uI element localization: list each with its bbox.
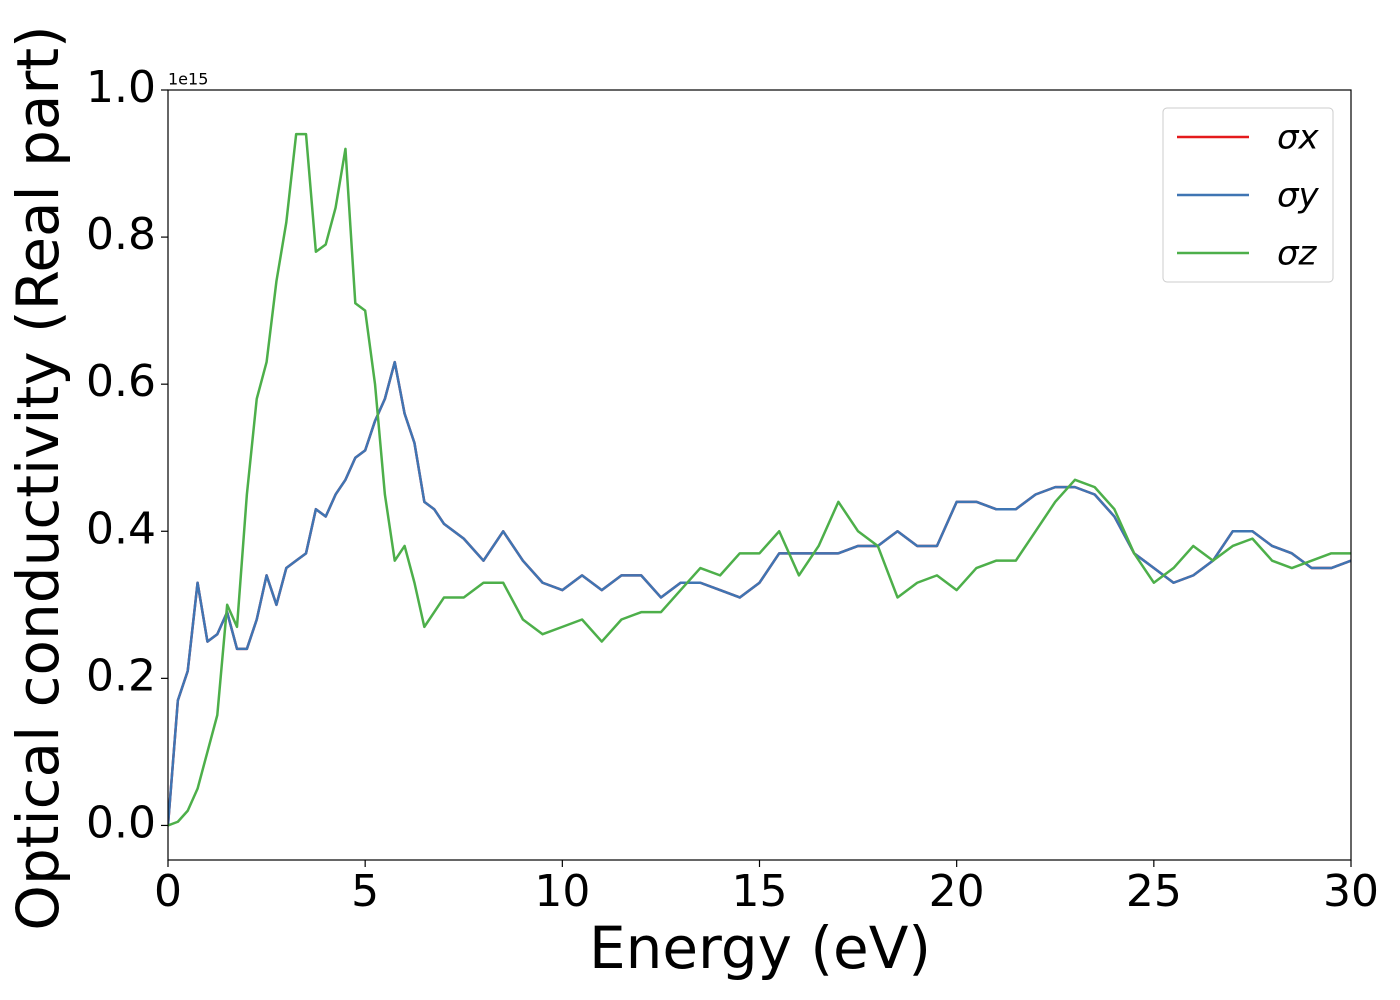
plot-frame	[167, 89, 1352, 861]
y-axis-label: Optical conductivity (Real part)	[4, 25, 72, 930]
series-line	[168, 132, 1351, 827]
series-line	[168, 360, 1351, 826]
y-tick-label: 0.0	[86, 797, 156, 848]
legend-label: σy	[1277, 176, 1320, 216]
x-tick-label: 30	[1323, 866, 1379, 917]
legend-label: σz	[1277, 234, 1318, 274]
x-tick-label: 20	[929, 866, 985, 917]
y-tick-label: 0.2	[86, 650, 156, 701]
x-tick-label: 25	[1126, 866, 1182, 917]
x-tick-label: 5	[351, 866, 379, 917]
x-tick-label: 0	[154, 866, 182, 917]
x-tick-label: 15	[732, 866, 788, 917]
y-offset-label: 1e15	[168, 70, 208, 89]
series-line	[168, 360, 1351, 826]
legend-label: σx	[1277, 118, 1320, 158]
x-tick-label: 10	[534, 866, 590, 917]
y-tick-label: 0.4	[86, 503, 156, 554]
y-tick-label: 0.8	[86, 209, 156, 260]
x-axis-label: Energy (eV)	[589, 914, 931, 982]
y-tick-label: 0.6	[86, 356, 156, 407]
y-tick-label: 1.0	[86, 62, 156, 113]
